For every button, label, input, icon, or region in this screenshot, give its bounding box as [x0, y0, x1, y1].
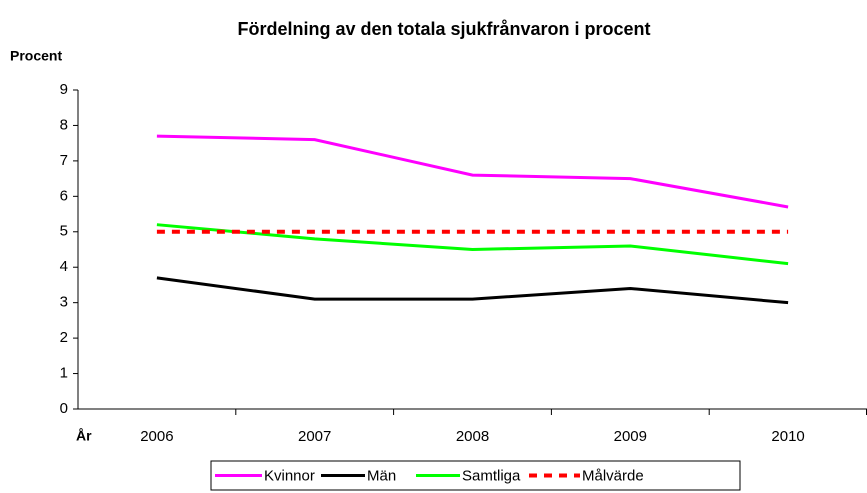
- y-tick-label: 0: [60, 400, 68, 417]
- y-tick-label: 4: [60, 258, 68, 275]
- y-tick-label: 8: [60, 116, 68, 133]
- legend-label: Samtliga: [462, 467, 521, 484]
- series-line: [156, 134, 789, 209]
- x-tick-label: 2006: [140, 428, 173, 445]
- y-tick-label: 6: [60, 187, 68, 204]
- y-tick-label: 2: [60, 329, 68, 346]
- x-tick-label: 2010: [771, 428, 804, 445]
- chart-title: Fördelning av den totala sjukfrånvaron i…: [237, 19, 650, 39]
- y-axis-label: Procent: [10, 48, 62, 64]
- legend-label: Målvärde: [582, 467, 644, 484]
- series-line: [156, 276, 789, 305]
- y-tick-label: 3: [60, 294, 68, 311]
- x-axis-label: År: [76, 428, 92, 444]
- y-tick-label: 9: [60, 81, 68, 98]
- x-tick-label: 2009: [614, 428, 647, 445]
- y-tick-label: 5: [60, 223, 68, 240]
- x-tick-label: 2008: [456, 428, 489, 445]
- legend-box: [210, 460, 741, 491]
- y-tick-label: 1: [60, 365, 68, 382]
- legend-label: Män: [367, 467, 396, 484]
- legend-label: Kvinnor: [264, 467, 315, 484]
- series-line: [156, 223, 789, 266]
- x-tick-label: 2007: [298, 428, 331, 445]
- y-tick-label: 7: [60, 152, 68, 169]
